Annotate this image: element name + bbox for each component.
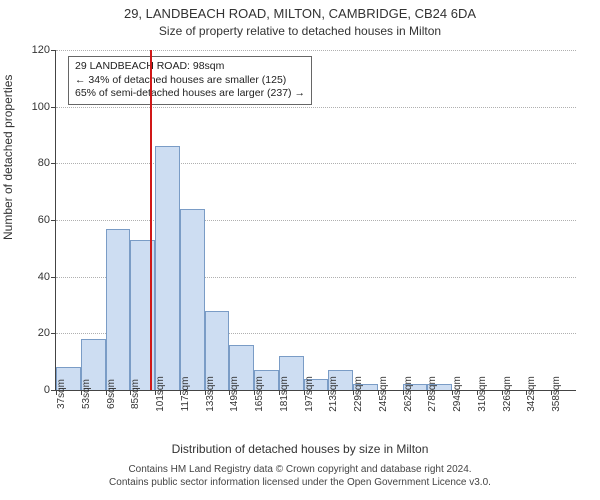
chart-subtitle: Size of property relative to detached ho… [0, 24, 600, 38]
y-tick-mark [51, 220, 56, 221]
x-axis-label: Distribution of detached houses by size … [0, 442, 600, 456]
y-tick-label: 40 [38, 271, 50, 283]
x-tick-label: 358sqm [551, 376, 562, 412]
x-tick-label: 197sqm [304, 376, 315, 412]
x-tick-label: 245sqm [378, 376, 389, 412]
x-tick-label: 37sqm [56, 379, 67, 409]
y-tick-mark [51, 163, 56, 164]
x-tick-label: 53sqm [81, 379, 92, 409]
x-tick-label: 117sqm [180, 377, 191, 412]
x-tick-label: 165sqm [254, 376, 265, 412]
histogram-bar [155, 146, 180, 390]
x-tick-label: 213sqm [328, 376, 339, 412]
grid-line [56, 163, 576, 164]
grid-line [56, 107, 576, 108]
y-tick-mark [51, 333, 56, 334]
attribution-line-1: Contains HM Land Registry data © Crown c… [0, 464, 600, 477]
x-tick-label: 181sqm [279, 376, 290, 412]
plot-area: 29 LANDBEACH ROAD: 98sqm ← 34% of detach… [55, 50, 576, 391]
annotation-box: 29 LANDBEACH ROAD: 98sqm ← 34% of detach… [68, 56, 312, 105]
y-tick-label: 100 [32, 101, 50, 113]
histogram-bar [106, 229, 131, 391]
attribution-line-2: Contains public sector information licen… [0, 477, 600, 490]
x-tick-label: 294sqm [452, 376, 463, 412]
x-tick-label: 310sqm [477, 376, 488, 412]
annotation-line-3: 65% of semi-detached houses are larger (… [75, 87, 305, 101]
chart-title-address: 29, LANDBEACH ROAD, MILTON, CAMBRIDGE, C… [0, 6, 600, 21]
x-tick-label: 326sqm [502, 376, 513, 412]
y-tick-mark [51, 277, 56, 278]
x-tick-label: 342sqm [526, 376, 537, 412]
y-tick-label: 60 [38, 214, 50, 226]
attribution-text: Contains HM Land Registry data © Crown c… [0, 464, 600, 489]
x-tick-label: 262sqm [403, 376, 414, 412]
x-tick-label: 85sqm [130, 379, 141, 409]
y-tick-mark [51, 107, 56, 108]
annotation-line-1: 29 LANDBEACH ROAD: 98sqm [75, 60, 305, 74]
x-tick-label: 133sqm [205, 376, 216, 412]
reference-line [150, 50, 152, 390]
grid-line [56, 220, 576, 221]
y-tick-mark [51, 50, 56, 51]
x-tick-label: 101sqm [155, 376, 166, 412]
x-tick-label: 229sqm [353, 376, 364, 412]
x-tick-label: 278sqm [427, 376, 438, 412]
x-tick-label: 149sqm [229, 376, 240, 412]
grid-line [56, 50, 576, 51]
chart-container: { "title_line1": "29, LANDBEACH ROAD, MI… [0, 0, 600, 500]
y-tick-label: 0 [44, 384, 50, 396]
y-tick-label: 80 [38, 157, 50, 169]
histogram-bar [180, 209, 205, 390]
y-axis-label: Number of detached properties [1, 75, 15, 240]
y-tick-label: 120 [32, 44, 50, 56]
x-tick-label: 69sqm [106, 379, 117, 409]
annotation-line-2: ← 34% of detached houses are smaller (12… [75, 74, 305, 88]
y-tick-label: 20 [38, 327, 50, 339]
